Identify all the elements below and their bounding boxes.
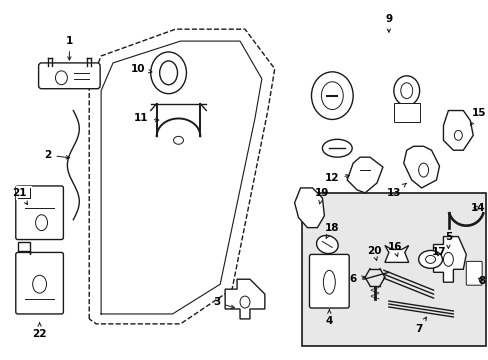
- Text: 11: 11: [134, 113, 159, 123]
- FancyBboxPatch shape: [16, 252, 63, 314]
- Text: 8: 8: [477, 276, 484, 286]
- Text: 12: 12: [324, 173, 348, 183]
- Ellipse shape: [150, 52, 186, 94]
- FancyBboxPatch shape: [309, 255, 348, 308]
- Text: 17: 17: [431, 247, 446, 257]
- Ellipse shape: [443, 252, 452, 266]
- Polygon shape: [433, 237, 466, 282]
- Bar: [393, 103, 419, 122]
- FancyBboxPatch shape: [16, 186, 63, 239]
- Ellipse shape: [321, 82, 343, 109]
- Ellipse shape: [36, 215, 47, 231]
- Ellipse shape: [33, 275, 46, 293]
- Text: 10: 10: [131, 64, 152, 74]
- Ellipse shape: [418, 163, 427, 177]
- Text: 20: 20: [366, 247, 381, 260]
- Text: 21: 21: [13, 188, 27, 204]
- Ellipse shape: [160, 61, 177, 85]
- Ellipse shape: [393, 76, 419, 105]
- FancyBboxPatch shape: [466, 261, 481, 285]
- Text: 6: 6: [349, 274, 365, 284]
- Ellipse shape: [453, 130, 461, 140]
- FancyBboxPatch shape: [39, 63, 100, 89]
- Ellipse shape: [316, 235, 338, 253]
- Ellipse shape: [322, 139, 351, 157]
- Text: 15: 15: [469, 108, 486, 125]
- Text: 16: 16: [387, 243, 401, 256]
- Ellipse shape: [240, 296, 249, 308]
- Text: 19: 19: [314, 188, 328, 204]
- Text: 2: 2: [44, 150, 69, 160]
- Text: 1: 1: [65, 36, 73, 60]
- Ellipse shape: [400, 83, 412, 99]
- Ellipse shape: [55, 71, 67, 85]
- Ellipse shape: [418, 251, 442, 268]
- Ellipse shape: [323, 270, 335, 294]
- Polygon shape: [443, 111, 472, 150]
- Ellipse shape: [425, 255, 435, 264]
- Polygon shape: [346, 157, 382, 193]
- Polygon shape: [18, 242, 30, 255]
- Bar: [301, 193, 485, 346]
- Text: 18: 18: [324, 222, 339, 238]
- Polygon shape: [224, 279, 264, 319]
- Text: 9: 9: [385, 14, 392, 32]
- Polygon shape: [384, 246, 408, 262]
- Text: 13: 13: [386, 183, 406, 198]
- Ellipse shape: [311, 72, 352, 120]
- Polygon shape: [403, 146, 439, 188]
- Text: 7: 7: [414, 317, 426, 334]
- Text: 3: 3: [212, 297, 234, 309]
- Text: 14: 14: [469, 203, 484, 213]
- Polygon shape: [294, 188, 324, 228]
- Text: 4: 4: [325, 310, 332, 326]
- Ellipse shape: [173, 136, 183, 144]
- Text: 5: 5: [444, 231, 451, 248]
- Text: 22: 22: [32, 323, 47, 339]
